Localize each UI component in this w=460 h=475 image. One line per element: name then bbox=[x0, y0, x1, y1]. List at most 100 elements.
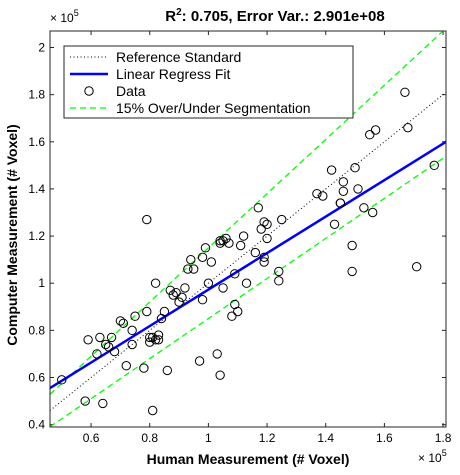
data-point bbox=[335, 198, 346, 208]
x-exponent-label: × 105 bbox=[418, 448, 447, 465]
data-point bbox=[98, 398, 108, 409]
data-point bbox=[350, 163, 360, 173]
data-point bbox=[109, 346, 120, 357]
data-point bbox=[250, 247, 261, 258]
x-tick-label: 1 bbox=[205, 431, 212, 445]
data-point bbox=[221, 233, 231, 244]
data-point bbox=[403, 122, 413, 133]
data-point bbox=[365, 130, 375, 140]
data-point bbox=[318, 191, 328, 201]
data-point bbox=[139, 363, 149, 373]
data-point bbox=[130, 311, 140, 321]
legend-box bbox=[63, 45, 354, 119]
data-point bbox=[115, 316, 126, 326]
y-exponent-label: × 105 bbox=[50, 8, 79, 25]
legend-segmentation-label: 15% Over/Under Segmentation bbox=[116, 100, 311, 116]
x-tick-label: 1.6 bbox=[376, 431, 393, 445]
data-point bbox=[153, 330, 164, 340]
y-tick-label: 1.4 bbox=[28, 182, 45, 196]
legend: Reference Standard Linear Regress Fit Da… bbox=[63, 45, 354, 119]
data-point bbox=[153, 335, 164, 345]
data-point bbox=[262, 233, 272, 244]
data-point bbox=[200, 243, 211, 253]
data-point bbox=[259, 252, 269, 262]
data-point bbox=[171, 287, 181, 298]
data-point bbox=[186, 254, 196, 265]
data-point bbox=[165, 285, 175, 295]
data-point bbox=[118, 318, 129, 328]
data-point bbox=[241, 278, 252, 288]
y-tick-label: 1 bbox=[38, 276, 45, 290]
data-point bbox=[174, 297, 184, 307]
x-axis-label: Human Measurement (# Voxel) bbox=[147, 451, 350, 467]
data-point bbox=[326, 165, 337, 175]
x-tick-label: 1.4 bbox=[317, 431, 334, 445]
data-point bbox=[142, 306, 152, 317]
title-r2-sup: 2 bbox=[176, 7, 182, 18]
data-point bbox=[197, 252, 208, 262]
data-point bbox=[127, 339, 137, 350]
data-points bbox=[57, 87, 439, 416]
data-point bbox=[312, 188, 322, 199]
y-tick-label: 0.8 bbox=[28, 323, 45, 337]
data-point bbox=[274, 266, 284, 277]
data-point bbox=[95, 332, 105, 343]
data-point bbox=[147, 405, 158, 416]
y-tick-label: 0.4 bbox=[28, 418, 45, 432]
data-point bbox=[106, 332, 117, 343]
data-point bbox=[197, 295, 208, 305]
y-tick-label: 1.6 bbox=[28, 135, 45, 149]
data-point bbox=[127, 325, 137, 336]
data-point bbox=[103, 342, 114, 352]
y-tick-label: 1.2 bbox=[28, 229, 45, 243]
data-point bbox=[203, 278, 214, 288]
data-point bbox=[101, 339, 111, 350]
data-point bbox=[259, 217, 269, 227]
legend-reference-label: Reference Standard bbox=[116, 49, 241, 65]
x-tick-label: 1.8 bbox=[435, 431, 452, 445]
data-point bbox=[145, 332, 155, 343]
data-point bbox=[235, 240, 246, 251]
data-point bbox=[150, 278, 161, 288]
data-point bbox=[150, 335, 161, 345]
data-point bbox=[411, 262, 422, 272]
data-point bbox=[206, 257, 217, 267]
data-point bbox=[370, 125, 381, 135]
data-point bbox=[347, 266, 357, 277]
data-point bbox=[145, 337, 155, 347]
data-point bbox=[347, 240, 357, 251]
legend-data-marker bbox=[84, 86, 94, 96]
data-point bbox=[180, 283, 190, 293]
data-point bbox=[218, 283, 228, 293]
data-point bbox=[194, 356, 205, 366]
x-tick-label: 1.2 bbox=[259, 431, 276, 445]
data-point bbox=[253, 203, 263, 213]
data-point bbox=[215, 236, 225, 246]
data-point bbox=[159, 306, 170, 317]
data-point bbox=[215, 370, 225, 380]
y-tick-label: 1.8 bbox=[28, 88, 45, 102]
data-point bbox=[92, 349, 102, 359]
data-point bbox=[212, 349, 222, 359]
data-point bbox=[274, 276, 284, 286]
data-point bbox=[259, 257, 269, 267]
data-point bbox=[277, 214, 287, 225]
data-point bbox=[230, 269, 240, 279]
data-point bbox=[121, 361, 131, 371]
y-tick-label: 2 bbox=[38, 41, 45, 55]
data-point bbox=[238, 231, 249, 241]
x-tick-label: 0.8 bbox=[141, 431, 158, 445]
reference-line bbox=[50, 91, 446, 411]
x-tick-label: 0.6 bbox=[83, 431, 100, 445]
data-point bbox=[168, 290, 178, 300]
data-point bbox=[400, 87, 410, 97]
data-point bbox=[329, 219, 340, 229]
tick-labels: 0.6 0.8 1 1.2 1.4 1.6 1.8 0.4 0.6 0.8 1 1.2 1.4 1.6 1.… bbox=[28, 41, 451, 446]
data-point bbox=[227, 311, 237, 321]
under-segmentation-line bbox=[50, 155, 446, 427]
data-point bbox=[142, 214, 152, 225]
data-point bbox=[429, 160, 439, 171]
data-point bbox=[338, 177, 349, 187]
